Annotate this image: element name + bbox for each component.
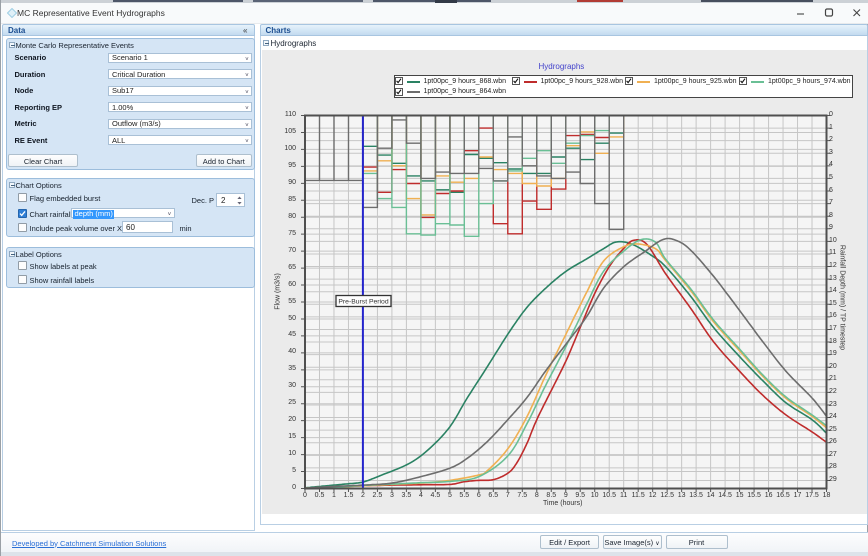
svg-text:Pre-Burst Period: Pre-Burst Period: [338, 299, 388, 306]
